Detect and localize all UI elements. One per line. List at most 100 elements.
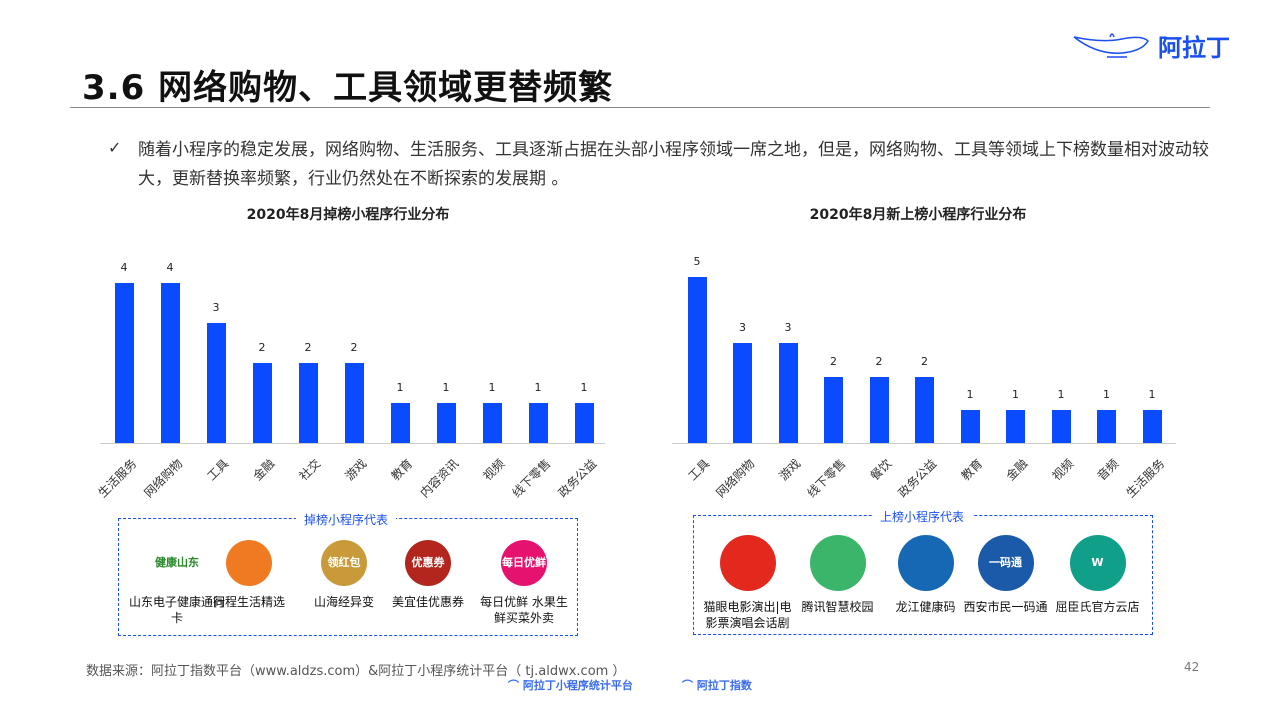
data-label: 1: [1012, 387, 1019, 401]
data-label: 3: [784, 321, 792, 335]
data-label: 2: [830, 354, 837, 368]
x-tick-label: 网络购物: [713, 456, 758, 501]
chart-title-added: 2020年8月新上榜小程序行业分布: [809, 207, 1027, 223]
app-item[interactable]: 腾讯智慧校园: [790, 535, 885, 615]
data-label: 3: [739, 321, 746, 335]
logo-text: 阿拉丁: [1158, 34, 1230, 62]
x-axis-line: [672, 443, 1176, 444]
page-number: 42: [1184, 660, 1200, 674]
app-name: 腾讯智慧校园: [801, 600, 874, 614]
data-label: 1: [966, 387, 974, 401]
added-apps-title: 上榜小程序代表: [872, 508, 973, 525]
data-label: 1: [396, 381, 404, 394]
x-tick-label: 生活服务: [1123, 456, 1168, 501]
bar: [390, 403, 410, 443]
x-tick-label: 政务公益: [895, 456, 940, 501]
x-tick-label: 教育: [388, 456, 416, 484]
bar: [778, 343, 798, 443]
x-tick-label: 内容资讯: [417, 456, 462, 501]
x-tick-label: 餐饮: [867, 456, 895, 484]
data-label: 5: [693, 255, 701, 268]
app-name: 同程生活精选: [212, 595, 285, 609]
app-name: 山海经异变: [313, 595, 374, 609]
bar: [1051, 409, 1071, 443]
app-name: 屈臣氏官方云店: [1055, 600, 1140, 614]
data-label: 1: [580, 381, 588, 394]
app-name: 美宜佳优惠券: [391, 595, 464, 609]
title-divider: [70, 107, 1210, 108]
bar: [160, 283, 180, 443]
x-tick-label: 网络购物: [141, 456, 186, 501]
data-label: 4: [120, 261, 128, 274]
summary-paragraph: 随着小程序的稳定发展，网络购物、生活服务、工具逐渐占据在头部小程序领域一席之地，…: [138, 140, 1209, 189]
x-tick-label: 金融: [1003, 456, 1031, 484]
bar: [482, 403, 502, 443]
page-title: 3.6 网络购物、工具领域更替频繁: [82, 68, 614, 108]
data-label: 2: [258, 341, 266, 354]
bar: [344, 363, 364, 443]
bar: [869, 376, 889, 443]
checkmark-icon: ✓: [108, 138, 122, 157]
bar: [687, 277, 707, 443]
data-label: 4: [166, 261, 174, 274]
x-tick-label: 金融: [250, 456, 278, 484]
app-name: 猫眼电影演出|电影票演唱会话剧: [703, 600, 792, 630]
data-label: 1: [1148, 387, 1156, 401]
app-item[interactable]: W 屈臣氏官方云店: [1050, 535, 1145, 615]
app-item[interactable]: 优惠券 美宜佳优惠券: [384, 540, 472, 610]
data-label: 2: [304, 341, 312, 354]
data-source: 数据来源：阿拉丁指数平台（www.aldzs.com）&阿拉丁小程序统计平台（ …: [86, 664, 626, 679]
app-icon: 优惠券: [405, 540, 451, 586]
x-tick-label: 政务公益: [555, 456, 600, 501]
dropped-apps-title: 掉榜小程序代表: [296, 511, 397, 528]
footer-logo-stats-text: 阿拉丁小程序统计平台: [522, 679, 633, 692]
app-name: 西安市民一码通: [963, 600, 1048, 614]
app-item[interactable]: 领红包 山海经异变: [300, 540, 388, 610]
app-icon: [719, 535, 776, 591]
app-icon: 健康山东: [154, 540, 200, 586]
x-tick-label: 工具: [685, 456, 713, 484]
data-label: 1: [1057, 387, 1065, 401]
x-tick-label: 视频: [480, 456, 508, 484]
bar: [528, 403, 548, 443]
data-label: 2: [875, 354, 883, 368]
x-tick-label: 线下零售: [804, 456, 849, 501]
x-axis-line: [100, 443, 605, 444]
app-icon: [897, 535, 954, 591]
data-label: 3: [212, 301, 220, 314]
data-label: 1: [488, 381, 496, 394]
data-label: 2: [350, 341, 358, 354]
x-tick-label: 线下零售: [509, 456, 554, 501]
app-icon: 领红包: [321, 540, 367, 586]
app-item[interactable]: 同程生活精选: [205, 540, 293, 610]
x-tick-label: 教育: [958, 456, 986, 484]
app-name: 每日优鲜 水果生鲜买菜外卖: [480, 595, 568, 625]
app-icon: [809, 535, 866, 591]
bar: [824, 376, 843, 443]
app-item[interactable]: 龙江健康码: [878, 535, 973, 615]
bar: [960, 409, 980, 443]
app-item[interactable]: 每日优鲜 每日优鲜 水果生鲜买菜外卖: [480, 540, 568, 626]
bar: [252, 363, 272, 443]
app-item[interactable]: 猫眼电影演出|电影票演唱会话剧: [700, 535, 795, 631]
footer-logo-stats: ⌒ 阿拉丁小程序统计平台: [508, 679, 633, 692]
x-tick-label: 游戏: [776, 456, 804, 484]
x-tick-label: 游戏: [342, 456, 370, 484]
app-name: 龙江健康码: [895, 600, 956, 614]
x-tick-label: 工具: [204, 456, 232, 484]
lamp-icon: [1073, 32, 1149, 58]
bar: [915, 376, 934, 443]
bar: [298, 363, 318, 443]
data-label: 1: [534, 381, 542, 394]
footer-logo-index-text: 阿拉丁指数: [696, 679, 752, 692]
app-item[interactable]: 健康山东山东电子健康通行卡: [127, 540, 227, 626]
x-tick-label: 社交: [296, 456, 324, 484]
bar: [574, 403, 594, 443]
app-icon: W: [1069, 535, 1126, 591]
app-name: 山东电子健康通行卡: [128, 595, 225, 625]
bar: [733, 343, 752, 443]
bar: [206, 323, 226, 443]
aladdin-logo: 阿拉丁: [1072, 28, 1230, 63]
x-tick-label: 生活服务: [95, 456, 140, 501]
app-item[interactable]: 一码通 西安市民一码通: [958, 535, 1053, 615]
